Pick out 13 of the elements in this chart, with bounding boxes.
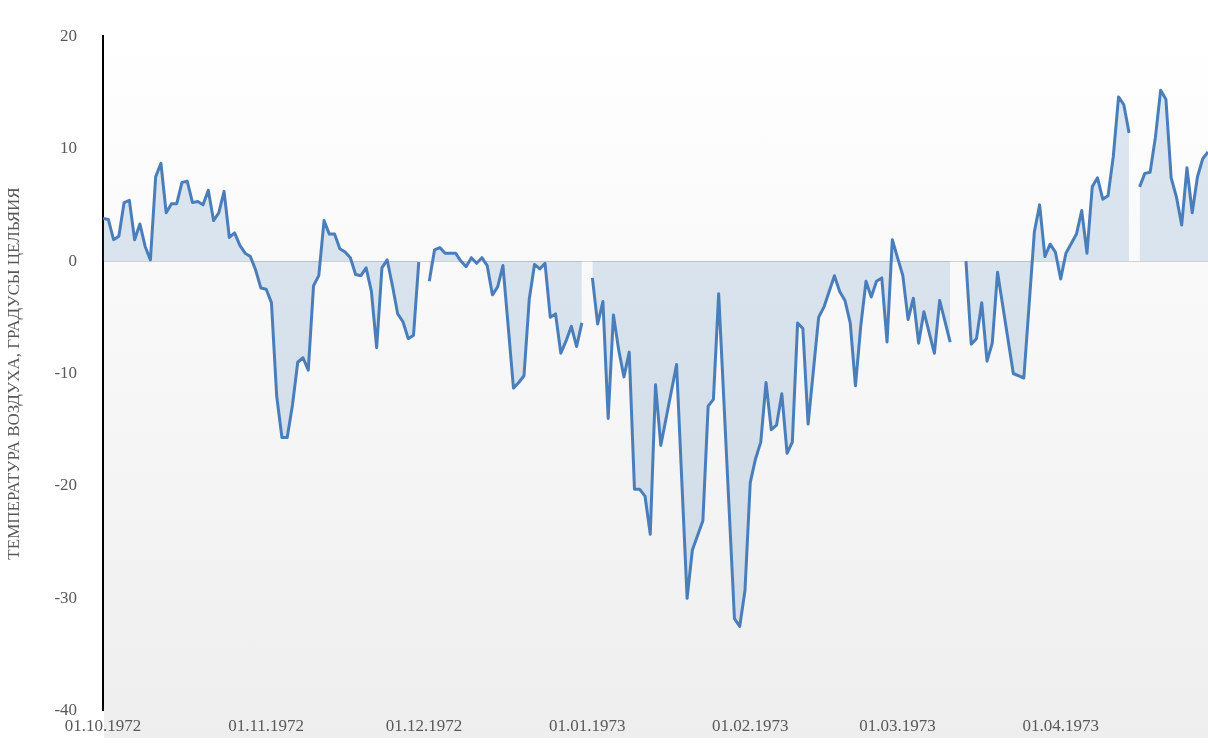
x-tick-label: 01.02.1973 bbox=[711, 716, 789, 736]
x-tick-label: 01.01.1973 bbox=[548, 716, 626, 736]
x-tick-label: 01.12.1972 bbox=[385, 716, 463, 736]
y-axis-title: ТЕМПЕРАТУРА ВОЗДУХА, ГРАДУСЫ ЦЕЛЬЯИЯ bbox=[3, 187, 23, 560]
x-tick-label: 01.03.1973 bbox=[859, 716, 936, 736]
y-tick-label: -20 bbox=[54, 475, 78, 495]
y-tick-label: 20 bbox=[60, 25, 78, 45]
y-tick-label: -30 bbox=[54, 587, 78, 607]
y-tick-label: -10 bbox=[54, 362, 78, 382]
y-tick-label: 10 bbox=[60, 138, 78, 158]
y-tick-label: 0 bbox=[68, 250, 78, 270]
x-tick-label: 01.11.1972 bbox=[228, 716, 305, 736]
x-tick-label: 01.04.1973 bbox=[1022, 716, 1099, 736]
